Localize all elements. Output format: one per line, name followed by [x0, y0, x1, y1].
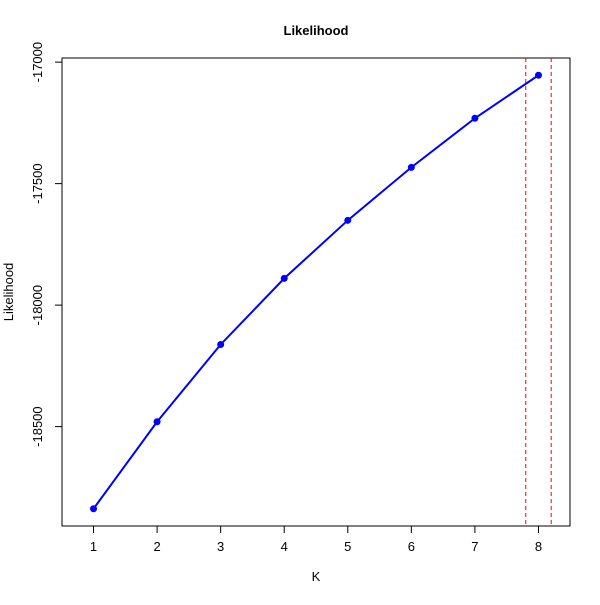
- x-tick-label: 6: [408, 539, 415, 554]
- data-line: [92, 74, 540, 510]
- x-tick-label: 5: [344, 539, 351, 554]
- y-tick-label: -18000: [30, 285, 45, 325]
- y-tick-label: -17000: [30, 42, 45, 82]
- data-point: [407, 163, 415, 171]
- plot-frame: [61, 57, 571, 527]
- x-axis-label: K: [312, 569, 321, 584]
- x-tick-label: 1: [90, 539, 97, 554]
- y-tick-label: -17500: [30, 163, 45, 203]
- data-point: [280, 274, 288, 282]
- data-point: [153, 418, 161, 426]
- x-tick-label: 2: [153, 539, 160, 554]
- data-point: [344, 216, 352, 224]
- data-point: [217, 340, 225, 348]
- x-tick-label: 4: [281, 539, 288, 554]
- x-tick-label: 8: [535, 539, 542, 554]
- chart-title: Likelihood: [284, 23, 349, 38]
- data-point: [471, 114, 479, 122]
- data-point: [90, 505, 98, 513]
- x-tick-label: 3: [217, 539, 224, 554]
- data-point: [534, 71, 542, 79]
- y-axis-label: Likelihood: [1, 263, 16, 322]
- y-tick-label: -18500: [30, 406, 45, 446]
- x-tick-label: 7: [471, 539, 478, 554]
